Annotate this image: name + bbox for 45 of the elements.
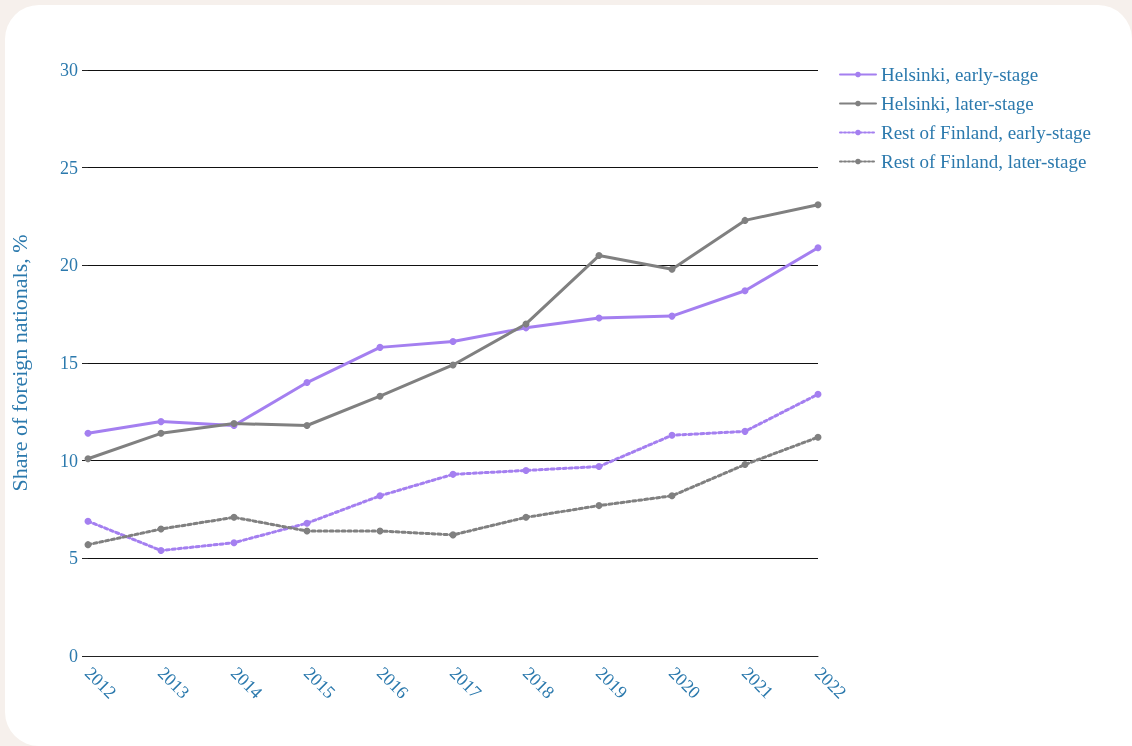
y-tick-label: 0 (69, 646, 78, 666)
legend-label: Rest of Finland, early-stage (881, 122, 1092, 143)
point (668, 431, 676, 439)
point (741, 287, 749, 295)
point (157, 547, 165, 555)
point (595, 502, 603, 510)
point (157, 418, 165, 426)
point (449, 470, 457, 478)
point (522, 466, 530, 474)
point (522, 513, 530, 521)
point (814, 201, 822, 209)
point (595, 463, 603, 471)
point (741, 216, 749, 224)
point (595, 252, 603, 260)
x-tick-label: 2017 (445, 662, 486, 703)
point (668, 265, 676, 273)
point (84, 455, 92, 463)
point (303, 379, 311, 387)
y-tick-label: 15 (60, 353, 78, 373)
y-tick-label: 10 (60, 450, 78, 471)
point (668, 492, 676, 500)
y-tick-label: 20 (60, 255, 78, 276)
point (376, 343, 384, 351)
point (230, 513, 238, 521)
point (230, 539, 238, 547)
point (814, 390, 822, 398)
point (376, 392, 384, 400)
point (84, 541, 92, 549)
point (84, 429, 92, 437)
y-tick-label: 25 (60, 157, 78, 178)
point (814, 433, 822, 441)
point (814, 244, 822, 252)
point (449, 338, 457, 346)
point (741, 427, 749, 435)
legend-label: Helsinki, early-stage (881, 64, 1039, 85)
point (303, 422, 311, 429)
point (741, 461, 749, 469)
point (376, 492, 384, 500)
point (157, 429, 165, 437)
point (84, 517, 92, 525)
legend-label: Rest of Finland, later-stage (881, 151, 1087, 172)
y-axis-title: Share of foreign nationals, % (6, 234, 32, 492)
legend-label: Helsinki, later-stage (881, 93, 1034, 114)
y-tick-label: 5 (69, 548, 78, 569)
y-tick-label: 30 (60, 60, 78, 80)
